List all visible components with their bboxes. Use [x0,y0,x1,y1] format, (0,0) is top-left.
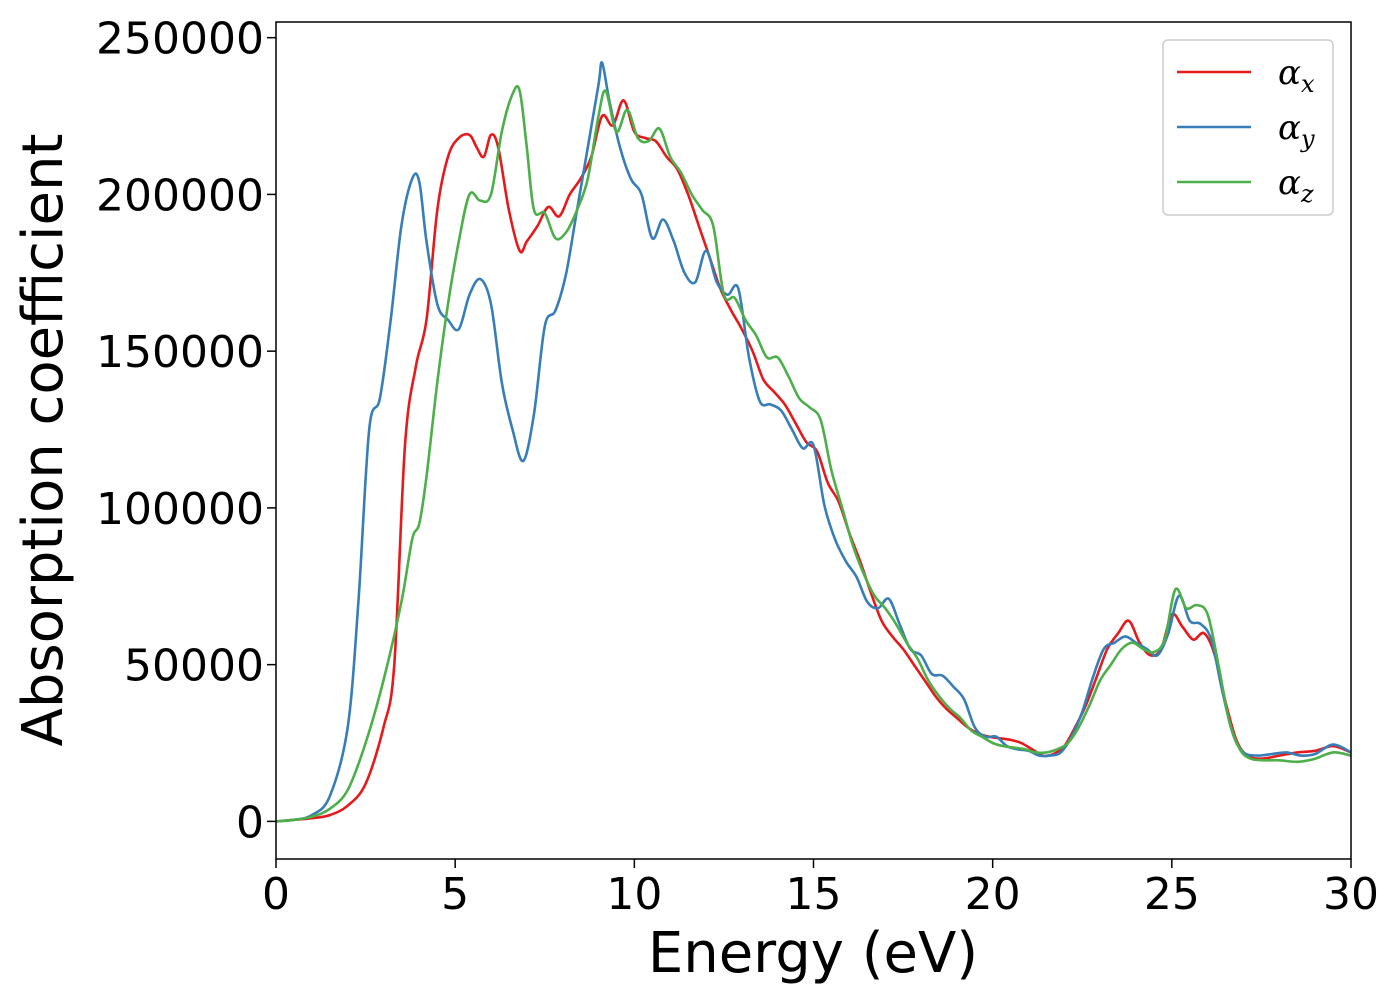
y-tick-label: 250000 [96,14,264,65]
y-tick-label: 200000 [96,170,264,221]
legend-subscript-z: z [1300,180,1314,208]
x-axis-label: Energy (eV) [648,921,978,986]
x-tick-label: 25 [1144,869,1200,920]
series-line-x [276,99,1351,823]
x-tick-label: 30 [1323,869,1379,920]
y-tick-label: 150000 [96,327,264,378]
legend-subscript-y: y [1300,125,1315,153]
x-tick-label: 20 [965,869,1021,920]
series-line-y [276,61,1351,823]
x-axis: 0 5 10 15 20 25 30 [262,859,1379,920]
y-tick-label: 100000 [96,484,264,535]
y-tick-label: 50000 [124,641,264,692]
x-tick-label: 15 [786,869,842,920]
x-tick-label: 10 [606,869,662,920]
x-tick-label: 0 [262,869,290,920]
y-tick-label: 0 [236,797,264,848]
series-line-z [276,84,1351,823]
x-tick-label: 5 [441,869,469,920]
y-axis-label: Absorption coefficient [11,134,76,747]
y-axis: 0 50000 100000 150000 200000 250000 [96,14,276,848]
series-group [276,61,1351,823]
legend-subscript-x: x [1301,70,1315,98]
